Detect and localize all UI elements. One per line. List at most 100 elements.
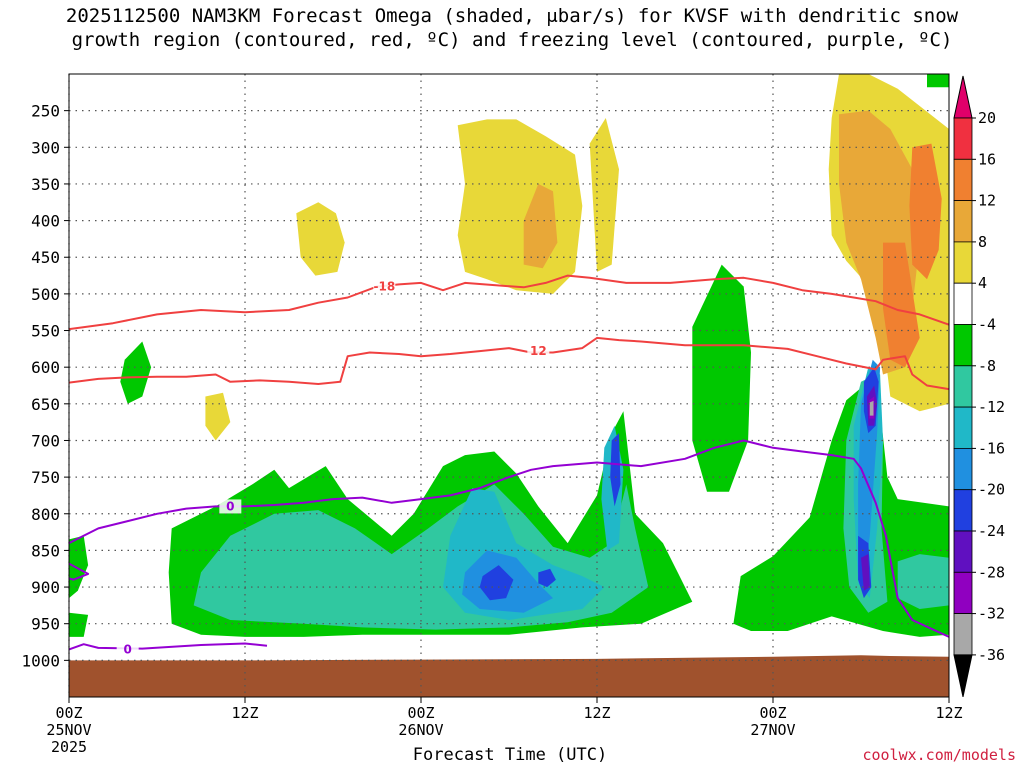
chart-title-line-1: 2025112500 NAM3KM Forecast Omega (shaded… — [65, 5, 959, 27]
ytick-label-1000: 1000 — [21, 651, 60, 670]
omega-shading-layer — [69, 74, 949, 637]
omega-colorbar: 20 16 12 8 4 -4 -8 -12 -16 -20 -24 -28 -32 -36 — [953, 75, 1005, 698]
xtick-label-0: 00Z — [55, 704, 82, 722]
colorbar-swatch-6 — [953, 365, 973, 408]
omega-region--4-12 — [120, 341, 152, 404]
ytick-label-600: 600 — [31, 358, 60, 377]
omega-region-8-5 — [523, 183, 558, 269]
colorbar-label-6: -8 — [978, 357, 996, 375]
omega-region--24-30 — [861, 554, 870, 591]
xtick-date-2: 26NOV — [398, 721, 443, 739]
colorbar-label-4: 4 — [978, 274, 987, 292]
chart-title: 2025112500 NAM3KM Forecast Omega (shaded… — [0, 4, 1024, 52]
credit-link[interactable]: coolwx.com/models — [862, 746, 1016, 764]
colorbar-swatch-2 — [953, 200, 973, 243]
omega-region--4-14 — [733, 381, 949, 637]
dgz-label-bg-0 — [373, 279, 396, 294]
dgz-label-bg-1 — [527, 344, 550, 359]
colorbar-top-arrow — [953, 75, 973, 119]
omega-region--20-26 — [610, 433, 621, 507]
colorbar-swatch-4 — [953, 282, 973, 325]
omega-region--20-24 — [479, 565, 514, 601]
ytick-label-400: 400 — [31, 212, 60, 231]
ytick-label-250: 250 — [31, 102, 60, 121]
colorbar-label-5: -4 — [978, 316, 996, 334]
colorbar-label-12: -32 — [978, 605, 1005, 623]
colorbar-label-8: -16 — [978, 439, 1005, 457]
xtick-label-1: 12Z — [231, 704, 258, 722]
colorbar-label-9: -20 — [978, 481, 1005, 499]
colorbar-label-10: -24 — [978, 522, 1005, 540]
ytick-label-650: 650 — [31, 395, 60, 414]
ytick-label-750: 750 — [31, 468, 60, 487]
ytick-label-500: 500 — [31, 285, 60, 304]
freezing-label-0: 0 — [226, 499, 234, 513]
ytick-label-850: 850 — [31, 541, 60, 560]
colorbar-bottom-arrow — [953, 654, 973, 698]
colorbar-swatch-3 — [953, 241, 973, 284]
colorbar-swatch-12 — [953, 613, 973, 656]
colorbar-swatch-8 — [953, 447, 973, 491]
xtick-label-3: 12Z — [583, 704, 610, 722]
freezing-contour-2 — [69, 562, 90, 581]
omega-region--4-10 — [69, 535, 89, 599]
colorbar-label-2: 12 — [978, 192, 996, 210]
colorbar-label-1: 16 — [978, 150, 996, 168]
freezing-contour-1 — [69, 642, 268, 651]
omega-region-12-8 — [883, 242, 920, 368]
chart-title-line-2: growth region (contoured, red, ºC) and f… — [71, 29, 953, 51]
contour-label-layer: -18 12 0 0 — [116, 279, 550, 657]
ytick-label-800: 800 — [31, 505, 60, 524]
dgz-label-0: -18 — [373, 280, 395, 294]
dgz-contour-0 — [69, 274, 949, 331]
xtick-label-5: 12Z — [935, 704, 962, 722]
omega-region-4-1 — [589, 118, 619, 272]
omega-region--20-25 — [538, 568, 556, 588]
ytick-label-450: 450 — [31, 248, 60, 267]
omega-region-4-0 — [457, 119, 583, 294]
colorbar-label-13: -36 — [978, 646, 1005, 664]
colorbar-swatch-11 — [953, 571, 973, 614]
ytick-label-900: 900 — [31, 578, 60, 597]
colorbar-label-7: -12 — [978, 398, 1005, 416]
x-axis-title: Forecast Time (UTC) — [412, 745, 608, 765]
xtick-date-4: 27NOV — [750, 721, 795, 739]
xtick-label-2: 00Z — [407, 704, 434, 722]
xtick-date-0: 25NOV — [46, 721, 91, 739]
colorbar-swatch-7 — [953, 406, 973, 449]
colorbar-swatch-0 — [953, 117, 973, 160]
omega-region--4-15 — [927, 74, 949, 88]
plot-frame — [68, 73, 950, 698]
pressure-axis: 250 300 350 400 450 500 550 600 650 700 750 800 850 9… — [21, 102, 69, 670]
omega-region--4-11 — [69, 612, 89, 637]
colorbar-label-3: 8 — [978, 233, 987, 251]
freezing-label-bg-1 — [116, 642, 139, 657]
omega-region-4-2 — [296, 202, 345, 276]
dgz-contour-1 — [69, 336, 949, 391]
colorbar-label-11: -28 — [978, 563, 1005, 581]
xtick-year-0: 2025 — [51, 738, 87, 756]
omega-region--4-13 — [692, 264, 751, 492]
freezing-label-1: 0 — [123, 642, 131, 656]
freezing-label-bg-0 — [219, 499, 242, 514]
omega-region--32-32 — [869, 400, 874, 416]
ytick-label-700: 700 — [31, 431, 60, 450]
colorbar-swatch-5 — [953, 324, 973, 367]
ground-fill — [69, 655, 949, 697]
omega-region-4-3 — [205, 392, 231, 441]
ytick-label-550: 550 — [31, 322, 60, 341]
ytick-label-350: 350 — [31, 175, 60, 194]
ytick-label-300: 300 — [31, 138, 60, 157]
colorbar-label-0: 20 — [978, 109, 996, 127]
omega-region--8-18 — [897, 554, 949, 609]
xtick-label-4: 00Z — [759, 704, 786, 722]
colorbar-swatch-9 — [953, 489, 973, 532]
colorbar-swatch-1 — [953, 158, 973, 202]
ground-layer — [69, 655, 949, 697]
omega-region-12-7 — [909, 143, 942, 280]
ytick-label-950: 950 — [31, 615, 60, 634]
dgz-label-1: 12 — [530, 344, 547, 358]
colorbar-swatch-10 — [953, 530, 973, 573]
